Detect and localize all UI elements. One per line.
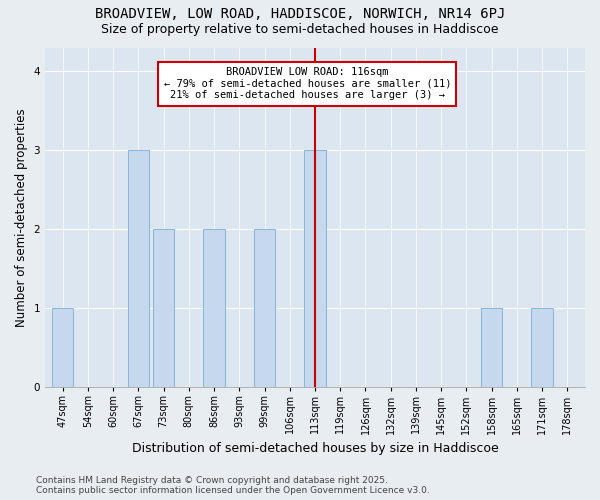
Bar [481,308,502,388]
Text: BROADVIEW LOW ROAD: 116sqm
← 79% of semi-detached houses are smaller (11)
21% of: BROADVIEW LOW ROAD: 116sqm ← 79% of semi… [164,68,451,100]
Text: Contains HM Land Registry data © Crown copyright and database right 2025.
Contai: Contains HM Land Registry data © Crown c… [36,476,430,495]
Bar [153,230,175,388]
Bar [203,230,225,388]
Bar [532,308,553,388]
X-axis label: Distribution of semi-detached houses by size in Haddiscoe: Distribution of semi-detached houses by … [131,442,499,455]
Text: BROADVIEW, LOW ROAD, HADDISCOE, NORWICH, NR14 6PJ: BROADVIEW, LOW ROAD, HADDISCOE, NORWICH,… [95,8,505,22]
Bar [254,230,275,388]
Bar [304,150,326,388]
Bar [128,150,149,388]
Bar [52,308,73,388]
Y-axis label: Number of semi-detached properties: Number of semi-detached properties [15,108,28,326]
Text: Size of property relative to semi-detached houses in Haddiscoe: Size of property relative to semi-detach… [101,22,499,36]
